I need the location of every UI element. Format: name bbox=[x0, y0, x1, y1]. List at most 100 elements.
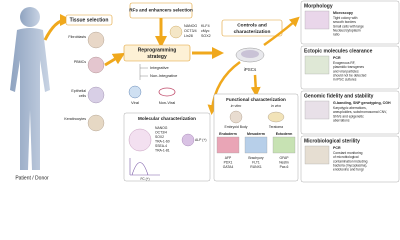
layer-label: Mesoderm bbox=[247, 132, 265, 136]
panel-method: PCR bbox=[333, 56, 341, 60]
molecular-box bbox=[123, 112, 211, 182]
alp-label: ALP (+) bbox=[195, 138, 207, 142]
panel-text: ratio bbox=[333, 33, 340, 37]
connector bbox=[139, 64, 148, 80]
panel-text: SNVs and epigenetic bbox=[333, 114, 364, 118]
factor-list: NANOG KLF4 OCT3/4 cMyc Lin28 SOX2 bbox=[184, 24, 211, 38]
layer-marker: PDX1 bbox=[224, 160, 233, 164]
layer-image bbox=[272, 136, 296, 154]
panel-text: and viral particles bbox=[333, 69, 359, 73]
molecular-title: Molecular characterization bbox=[138, 116, 196, 121]
panel-text: aberrations bbox=[333, 118, 350, 122]
arrow bbox=[104, 52, 126, 67]
marker-label: TRA-1-81 bbox=[155, 148, 170, 152]
panel-method: G-banding, SNP genotyping, CGH bbox=[333, 101, 391, 105]
marker-label: TRA-1-60 bbox=[155, 139, 170, 143]
virus-icon bbox=[128, 85, 142, 99]
layer-marker: RUNX1 bbox=[250, 165, 262, 169]
panel-text: should not be detected bbox=[333, 73, 367, 77]
cell-label: Keratinocytes bbox=[64, 117, 86, 121]
layer-image bbox=[216, 136, 240, 154]
panel-image bbox=[304, 55, 330, 75]
layer-label: Endoderm bbox=[219, 132, 237, 136]
cell-label: Epithelial bbox=[71, 89, 86, 93]
mode-label: in vitro bbox=[231, 104, 242, 108]
layer-marker: GATA4 bbox=[223, 165, 234, 169]
method-label: Non-Integrative bbox=[150, 73, 178, 78]
functional-title: Functional characterization bbox=[226, 97, 286, 102]
panel-title: Genomic fidelity and stability bbox=[304, 93, 374, 99]
marker-label: OCT3/4 bbox=[155, 130, 167, 134]
factor-label: cMyc bbox=[201, 29, 210, 33]
assay-label: Teratoma bbox=[269, 125, 283, 129]
layer-marker: Brachyury bbox=[248, 156, 264, 160]
assay-label: Embryoid Body bbox=[225, 125, 248, 129]
panel-image bbox=[304, 145, 330, 165]
panel-text: Exogenous RF, bbox=[333, 61, 355, 65]
mouse-image bbox=[267, 111, 285, 123]
cell-image bbox=[87, 114, 105, 132]
factor-label: NANOG bbox=[184, 24, 197, 28]
colony-icon bbox=[241, 50, 259, 58]
head bbox=[20, 7, 40, 27]
tissue-box bbox=[65, 14, 113, 26]
arrow bbox=[250, 74, 261, 97]
panel-text: smooth borders bbox=[333, 20, 356, 24]
colony-image bbox=[128, 128, 152, 152]
layer-marker: FLT1 bbox=[252, 160, 260, 164]
body: Patient / Donor Tissue selection Fibrobl… bbox=[10, 0, 400, 183]
factor-label: Lin28 bbox=[184, 34, 193, 38]
layer-marker: Nestin bbox=[279, 160, 289, 164]
cell-label: cells bbox=[79, 94, 86, 98]
method-label: Integrative bbox=[150, 65, 169, 70]
panel-title: Ectopic molecules clearance bbox=[304, 48, 373, 54]
plasmid-icon bbox=[158, 87, 176, 97]
marker-label: SOX2 bbox=[155, 135, 164, 139]
layer-label: Ectoderm bbox=[276, 132, 293, 136]
fc-label: FC (+) bbox=[140, 177, 149, 181]
panel-text: Constant monitoring bbox=[333, 151, 363, 155]
cell-image bbox=[87, 86, 105, 104]
panel-text: aneuploidies, subchromosomal CNV, bbox=[333, 110, 387, 114]
vector-label: Viral bbox=[131, 100, 139, 105]
dna-icon bbox=[169, 25, 183, 39]
reprogramming-box bbox=[123, 44, 191, 62]
alp-image bbox=[181, 133, 195, 147]
page: {"patient": {"label": "Patient / Donor"}… bbox=[10, 0, 400, 183]
cell-label: Fibroblasts bbox=[68, 35, 86, 39]
panel-method: PCR bbox=[333, 146, 341, 150]
controls-title: Controls and bbox=[237, 22, 267, 28]
reprogramming-title: strategy bbox=[147, 54, 167, 60]
layer-marker: Pax-6 bbox=[280, 165, 289, 169]
cell-label: PBMCs bbox=[74, 60, 86, 64]
panel-method: Microscopy bbox=[333, 11, 353, 15]
panel-text: endotoxins and fungi bbox=[333, 168, 364, 172]
layer-image bbox=[244, 136, 268, 154]
reprogramming-title: Reprogramming bbox=[138, 47, 177, 53]
panel-image bbox=[304, 10, 330, 30]
factor-label: OCT3/4 bbox=[184, 29, 197, 33]
vector-label: Non-Viral bbox=[159, 100, 176, 105]
mode-label: in vivo bbox=[271, 104, 281, 108]
eb-image bbox=[229, 110, 243, 124]
panel-text: Nucleus/cytoplasm bbox=[333, 28, 361, 32]
body-shape bbox=[10, 28, 50, 170]
panel-text: in iPSC cultures bbox=[333, 78, 357, 82]
panel-text: Small cells with large bbox=[333, 24, 364, 28]
layer-marker: GFAP bbox=[279, 156, 289, 160]
layer-marker: AFP bbox=[225, 156, 232, 160]
panel-title: Microbiological sterility bbox=[304, 138, 360, 144]
marker-label: SSEA-4 bbox=[155, 144, 167, 148]
panel-text: Tight colony with bbox=[333, 16, 358, 20]
controls-box bbox=[221, 19, 283, 37]
rfs-title: RFs and enhancers selection bbox=[129, 8, 193, 13]
panel-title: Morphology bbox=[304, 3, 333, 9]
person bbox=[10, 7, 50, 170]
ipsc-label: iPSCs bbox=[244, 67, 257, 72]
panel-text: contamination including bbox=[333, 159, 368, 163]
patient-label: Patient / Donor bbox=[15, 175, 49, 181]
flow-plot bbox=[129, 158, 160, 176]
